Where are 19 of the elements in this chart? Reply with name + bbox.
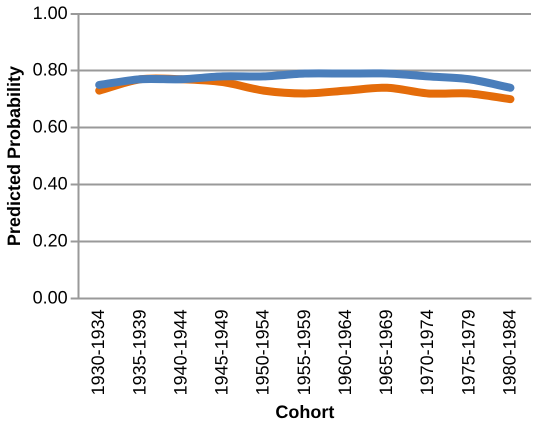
x-tick-label: 1980-1984 xyxy=(499,309,520,396)
x-tick-label: 1965-1969 xyxy=(376,309,396,396)
x-tick-label: 1955-1959 xyxy=(294,309,314,396)
x-tick-label: 1940-1944 xyxy=(170,309,190,396)
x-tick-label: 1970-1974 xyxy=(417,309,438,396)
y-tick-label: 0.80 xyxy=(32,60,68,80)
x-tick-label: 1960-1964 xyxy=(334,309,355,396)
x-tick-label: 1945-1949 xyxy=(212,309,232,396)
y-axis-title: Predicted Probability xyxy=(4,66,24,246)
x-tick-label: 1930-1934 xyxy=(88,309,108,396)
x-tick-label: 1975-1979 xyxy=(458,309,478,396)
y-tick-label: 0.00 xyxy=(32,287,68,308)
y-tick-label: 0.60 xyxy=(32,116,68,137)
x-tick-label: 1950-1954 xyxy=(252,309,273,396)
y-tick-label: 1.00 xyxy=(32,2,68,23)
y-tick-label: 0.20 xyxy=(32,230,68,250)
x-tick-label: 1935-1939 xyxy=(129,309,150,396)
x-axis-title: Cohort xyxy=(275,402,334,422)
y-tick-label: 0.40 xyxy=(32,173,68,194)
